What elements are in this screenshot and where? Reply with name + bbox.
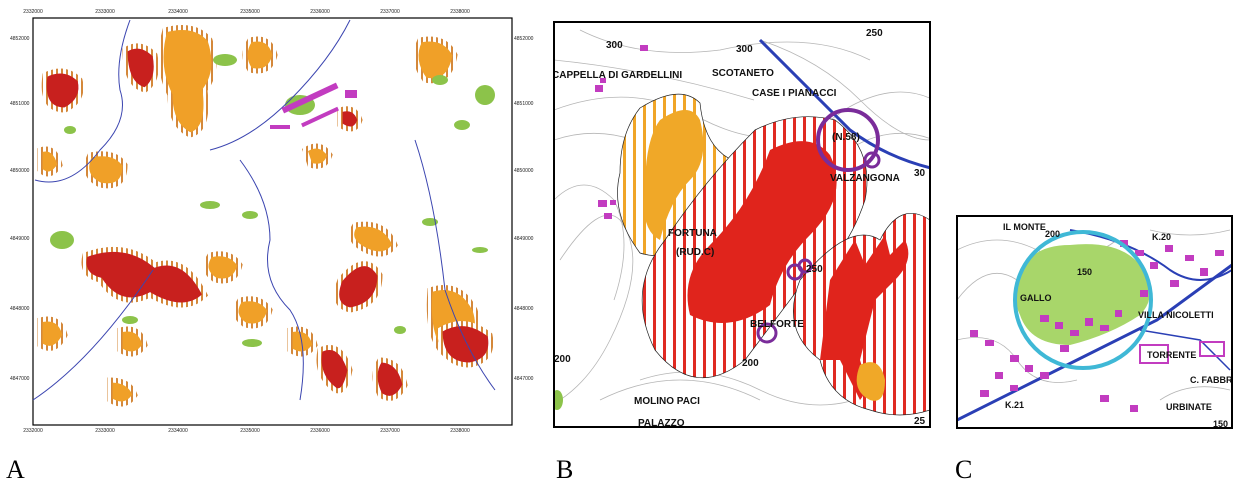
place-label: 300 xyxy=(606,40,623,51)
coord-label: 2335000 xyxy=(240,428,260,434)
place-label: 30 xyxy=(914,168,926,179)
place-label: BELFORTE xyxy=(750,319,804,330)
coord-label: 2333000 xyxy=(95,428,115,434)
panel-b: 300 300 250 CAPPELLA DI GARDELLINI SCOTA… xyxy=(551,22,940,484)
panel-label: A xyxy=(6,455,25,484)
place-label: VILLA NICOLETTI xyxy=(1138,310,1214,320)
coord-label: 4848000 xyxy=(514,306,534,312)
place-label: 300 xyxy=(736,44,753,55)
place-label: 200 xyxy=(1045,229,1060,239)
green-zone xyxy=(551,390,563,410)
coord-label: 4851000 xyxy=(10,101,30,107)
place-label: IL MONTE xyxy=(1003,222,1046,232)
x-coords-top: 2332000 2333000 2334000 2335000 2336000 … xyxy=(23,9,470,15)
coord-label: 4850000 xyxy=(514,168,534,174)
coord-label: 4849000 xyxy=(10,236,30,242)
place-label: SCOTANETO xyxy=(712,68,774,79)
coord-label: 4852000 xyxy=(10,36,30,42)
place-label: 150 xyxy=(1077,267,1092,277)
place-label: 200 xyxy=(554,354,571,365)
place-label: (RUD.C) xyxy=(676,247,714,258)
y-coords-left: 4852000 4851000 4850000 4849000 4848000 … xyxy=(10,36,30,382)
place-label: GALLO xyxy=(1020,293,1052,303)
coord-label: 2336000 xyxy=(310,9,330,15)
place-label: URBINATE xyxy=(1166,402,1212,412)
place-label: (N.58) xyxy=(832,132,860,143)
coord-label: 4852000 xyxy=(514,36,534,42)
coord-label: 2338000 xyxy=(450,428,470,434)
place-label: 250 xyxy=(806,264,823,275)
panel-label: B xyxy=(556,455,573,484)
panel-a: 2332000 2333000 2334000 2335000 2336000 … xyxy=(6,9,534,484)
figure: 2332000 2333000 2334000 2335000 2336000 … xyxy=(0,0,1233,485)
place-label: FORTUNA xyxy=(668,228,717,239)
place-label: 250 xyxy=(866,28,883,39)
coord-label: 2333000 xyxy=(95,9,115,15)
coord-label: 4849000 xyxy=(514,236,534,242)
coord-label: 2336000 xyxy=(310,428,330,434)
coord-label: 2332000 xyxy=(23,9,43,15)
coord-label: 2337000 xyxy=(380,428,400,434)
place-label: VALZANGONA xyxy=(830,173,900,184)
panel-label: C xyxy=(955,455,972,484)
place-label: K.21 xyxy=(1005,400,1024,410)
coord-label: 2338000 xyxy=(450,9,470,15)
coord-label: 2332000 xyxy=(23,428,43,434)
coord-label: 2334000 xyxy=(168,428,188,434)
place-label: C. FABBR xyxy=(1190,375,1233,385)
coord-label: 4851000 xyxy=(514,101,534,107)
coord-label: 4850000 xyxy=(10,168,30,174)
coord-label: 4847000 xyxy=(514,376,534,382)
coord-label: 4848000 xyxy=(10,306,30,312)
place-label: CASE I PIANACCI xyxy=(752,88,837,99)
panel-c: IL MONTE 200 K.20 150 GALLO VILLA NICOLE… xyxy=(955,216,1233,484)
coord-label: 2334000 xyxy=(168,9,188,15)
place-label: 200 xyxy=(742,358,759,369)
place-label: CAPPELLA DI GARDELLINI xyxy=(552,70,682,81)
x-coords-bottom: 2332000 2333000 2334000 2335000 2336000 … xyxy=(23,428,470,434)
place-label: K.20 xyxy=(1152,232,1171,242)
y-coords-right: 4852000 4851000 4850000 4849000 4848000 … xyxy=(514,36,534,382)
place-label: TORRENTE xyxy=(1147,350,1196,360)
figure-svg: 2332000 2333000 2334000 2335000 2336000 … xyxy=(0,0,1233,485)
coord-label: 2335000 xyxy=(240,9,260,15)
coord-label: 4847000 xyxy=(10,376,30,382)
place-label: 25 xyxy=(914,416,926,427)
place-label: MOLINO PACI xyxy=(634,396,700,407)
coord-label: 2337000 xyxy=(380,9,400,15)
